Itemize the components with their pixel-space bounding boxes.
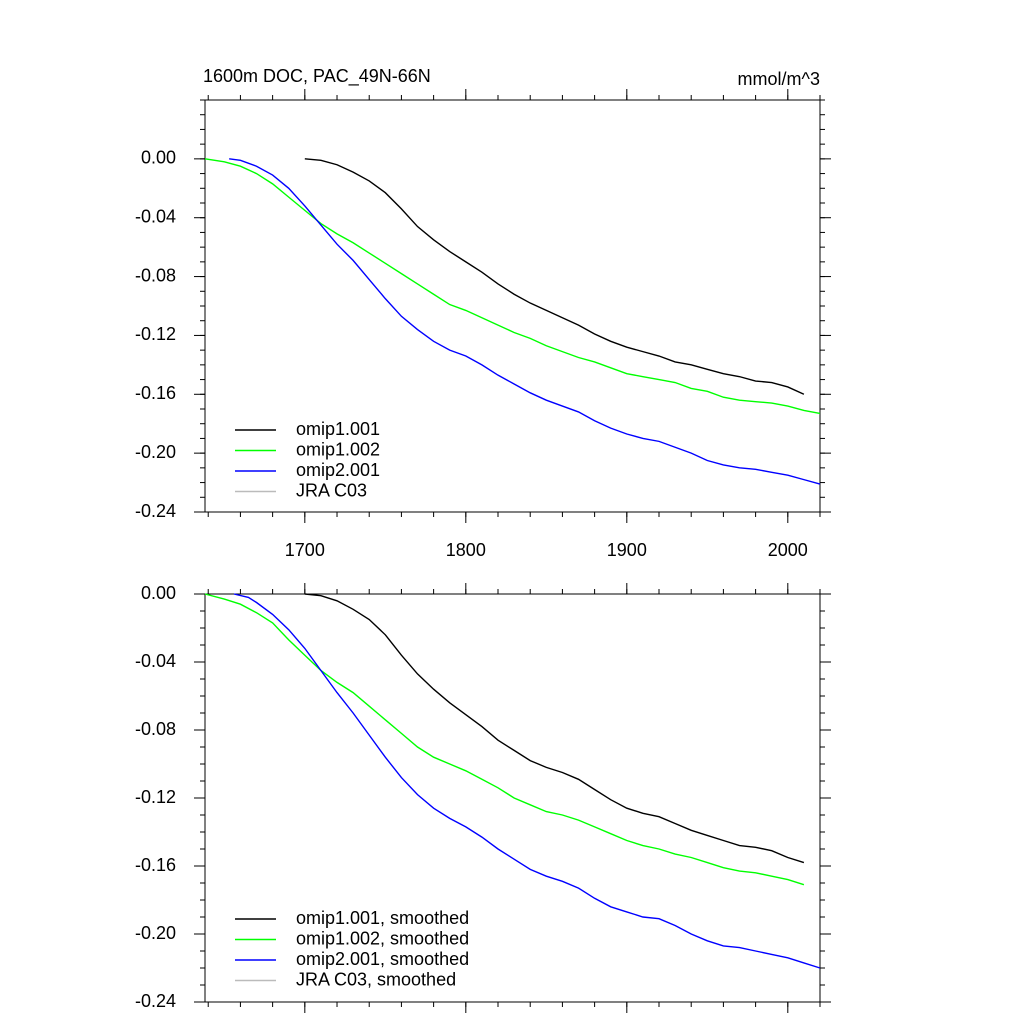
y-tick-label: -0.20 <box>135 923 176 943</box>
y-tick-label: -0.24 <box>135 501 176 521</box>
legend-label: omip1.001 <box>296 419 380 439</box>
data-line <box>204 593 805 886</box>
y-tick-label: 0.00 <box>141 148 176 168</box>
x-tick-label: 1900 <box>607 540 647 560</box>
y-tick-label: -0.04 <box>135 206 176 226</box>
y-tick-label: -0.08 <box>135 719 176 739</box>
units-label: mmol/m^3 <box>738 69 820 89</box>
data-line <box>204 158 821 415</box>
x-tick-label: 1800 <box>446 540 486 560</box>
y-tick-label: -0.08 <box>135 265 176 285</box>
y-tick-label: -0.20 <box>135 442 176 462</box>
y-tick-label: -0.12 <box>135 787 176 807</box>
data-line <box>304 158 805 395</box>
legend-label: omip2.001 <box>296 460 380 480</box>
x-tick-label: 2000 <box>768 540 808 560</box>
data-line <box>304 593 805 864</box>
y-tick-label: 0.00 <box>141 583 176 603</box>
legend-label: omip1.002, smoothed <box>296 928 469 948</box>
y-tick-label: -0.12 <box>135 324 176 344</box>
y-tick-label: -0.16 <box>135 855 176 875</box>
y-tick-label: -0.04 <box>135 651 176 671</box>
legend-label: omip1.002 <box>296 439 380 459</box>
legend-label: JRA C03 <box>296 480 367 500</box>
legend-label: JRA C03, smoothed <box>296 969 456 989</box>
y-tick-label: -0.24 <box>135 991 176 1011</box>
x-tick-label: 1700 <box>285 540 325 560</box>
chart-title: 1600m DOC, PAC_49N-66N <box>203 66 431 87</box>
data-line <box>229 158 821 485</box>
legend-label: omip1.001, smoothed <box>296 908 469 928</box>
y-tick-label: -0.16 <box>135 383 176 403</box>
data-line <box>233 593 821 969</box>
legend-label: omip2.001, smoothed <box>296 949 469 969</box>
